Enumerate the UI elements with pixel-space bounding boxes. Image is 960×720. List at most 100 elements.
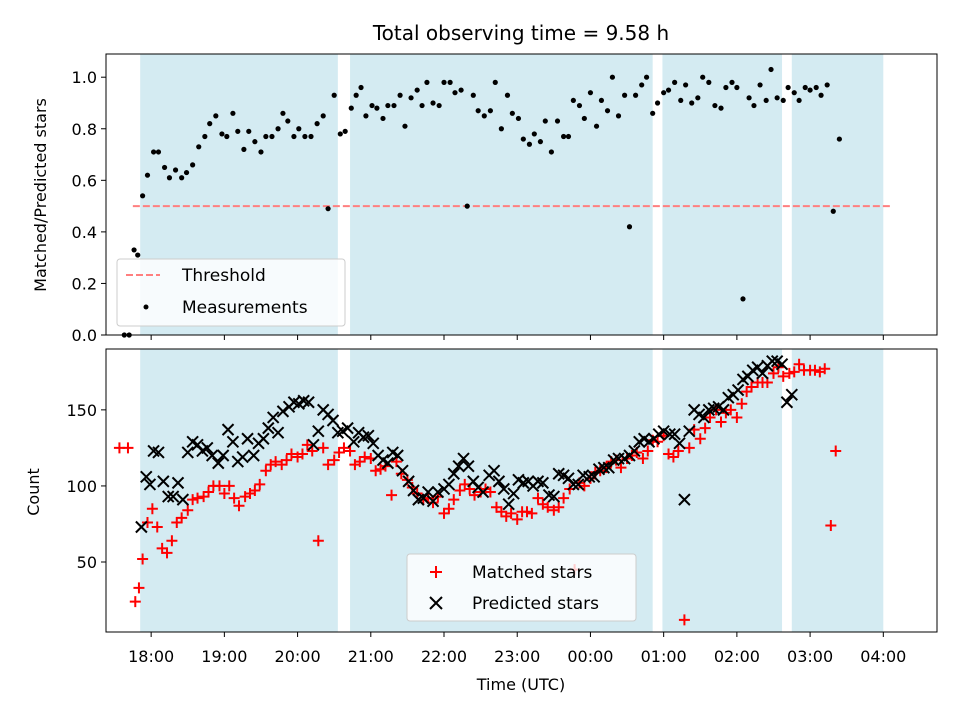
predicted-star-marker — [775, 358, 789, 371]
measurement-point — [452, 90, 458, 96]
measurement-point — [593, 123, 600, 129]
measurement-point — [424, 79, 430, 85]
x-tick-label: 18:00 — [128, 647, 174, 666]
predicted-star-marker — [216, 449, 230, 462]
top-panel: 0.0 0.2 0.4 0.6 0.8 1.0 Total observing time … — [31, 21, 938, 345]
measurement-point — [150, 149, 157, 155]
shaded-interval — [350, 54, 653, 335]
matched-star-marker — [192, 492, 204, 504]
measurement-point — [342, 128, 348, 134]
y-tick-label: 0.4 — [72, 223, 97, 242]
matched-star-marker — [767, 367, 779, 379]
predicted-star-marker — [247, 449, 260, 462]
predicted-star-marker — [547, 490, 561, 503]
measurement-point — [325, 206, 331, 212]
matched-star-marker — [788, 366, 800, 378]
predicted-star-marker — [312, 424, 325, 438]
measurement-point — [369, 102, 375, 109]
measurement-point — [509, 110, 515, 116]
x-tick-label: 04:00 — [860, 647, 906, 666]
matched-star-marker — [161, 547, 173, 559]
matched-star-marker — [218, 488, 230, 500]
measurement-point — [768, 66, 774, 73]
matched-star-marker — [637, 453, 649, 465]
matched-star-marker — [725, 404, 737, 416]
measurement-point — [475, 108, 481, 114]
measurement-point — [207, 121, 213, 127]
measurement-point — [796, 97, 802, 104]
predicted-star-marker — [492, 475, 506, 488]
matched-star-marker — [615, 462, 627, 474]
y-tick-label: 100 — [66, 477, 97, 496]
measurement-point — [587, 90, 594, 96]
y-tick-label: 0.2 — [72, 274, 97, 293]
predicted-star-marker — [756, 367, 769, 380]
measurement-point — [813, 84, 819, 91]
matched-star-marker — [254, 478, 266, 490]
measurement-point — [219, 131, 225, 137]
measurement-point — [358, 84, 364, 91]
measurement-point — [275, 126, 281, 132]
matched-star-marker — [704, 411, 716, 423]
measurement-point — [481, 113, 487, 119]
predicted-star-marker — [407, 484, 420, 497]
measurement-point — [689, 100, 695, 106]
predicted-star-marker — [421, 485, 435, 499]
bottom-legend-box — [406, 553, 637, 622]
x-tick-label: 01:00 — [641, 647, 687, 666]
matched-star-marker — [715, 416, 727, 428]
matched-star-marker — [233, 500, 245, 512]
predicted-star-marker — [367, 437, 380, 450]
predicted-star-marker — [628, 444, 641, 458]
bottom-x-ticks: 18:00 19:00 20:00 21:00 22:00 23:00 00:00 01:00… — [128, 632, 906, 666]
top-data-layer — [121, 66, 891, 338]
legend-matched-label: Matched stars — [472, 563, 592, 583]
measurement-point — [746, 95, 752, 101]
matched-star-marker — [448, 494, 460, 506]
matched-star-marker — [521, 506, 533, 518]
measurement-point — [291, 133, 297, 140]
matched-star-marker — [129, 596, 141, 608]
chart-title: Total observing time = 9.58 h — [372, 21, 669, 45]
matched-star-marker — [511, 513, 523, 525]
predicted-star-marker — [266, 411, 280, 424]
measurement-point — [202, 133, 208, 140]
measurement-point — [144, 172, 151, 178]
matched-star-marker — [249, 485, 261, 496]
measurement-point — [190, 162, 196, 168]
measurement-point — [436, 102, 442, 109]
measurement-point — [683, 82, 689, 88]
predicted-star-marker — [663, 427, 676, 441]
predicted-star-marker — [668, 427, 681, 441]
predicted-star-marker — [362, 429, 375, 442]
matched-star-marker — [260, 465, 272, 477]
legend-measurements-label: Measurements — [182, 298, 308, 318]
legend-threshold-label: Threshold — [181, 266, 266, 286]
predicted-star-marker — [226, 435, 240, 449]
measurement-point — [632, 92, 639, 98]
measurement-point — [615, 113, 622, 119]
predicted-star-marker — [257, 432, 270, 445]
matched-star-marker — [203, 486, 215, 498]
measurement-point — [526, 141, 533, 147]
measurement-point — [542, 118, 548, 124]
measurement-point — [131, 247, 137, 253]
predicted-star-marker — [181, 446, 194, 459]
bottom-y-ticks: 50 100 150 — [66, 401, 106, 572]
measurement-point — [785, 84, 791, 91]
matched-star-marker — [338, 442, 350, 454]
x-axis-label: Time (UTC) — [476, 675, 565, 694]
matched-star-marker — [672, 445, 684, 457]
bottom-shaded-intervals — [140, 349, 884, 632]
measurement-point — [672, 79, 678, 85]
measurement-point — [414, 87, 420, 93]
predicted-star-marker — [452, 459, 465, 473]
measurement-point — [791, 90, 797, 96]
matched-star-marker — [328, 454, 340, 466]
measurement-point — [320, 113, 326, 119]
predicted-star-marker — [717, 403, 730, 417]
matched-star-marker — [151, 521, 163, 533]
bottom-legend: Matched stars Predicted stars — [406, 553, 637, 622]
measurement-point — [609, 74, 616, 80]
matched-star-marker — [228, 492, 240, 504]
